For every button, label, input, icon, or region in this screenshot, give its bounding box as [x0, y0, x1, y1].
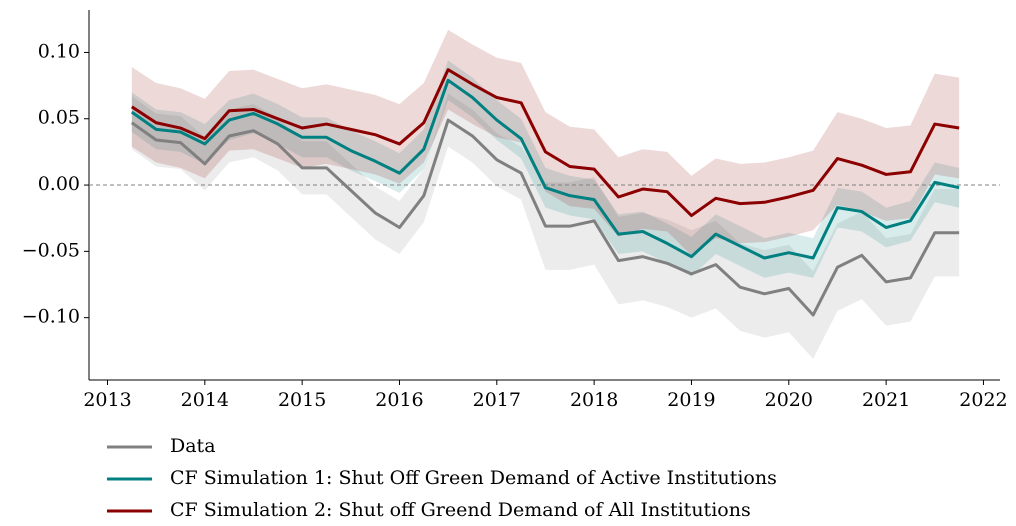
x-tick-label: 2014	[181, 389, 229, 411]
series-line	[130, 118, 960, 317]
legend-label: CF Simulation 1: Shut Off Green Demand o…	[170, 467, 777, 489]
y-tick-label: 0.05	[38, 107, 80, 129]
y-tick-label: −0.05	[22, 239, 80, 261]
x-tick-label: 2013	[83, 389, 131, 411]
x-tick-label: 2021	[862, 389, 910, 411]
confidence-band	[131, 60, 960, 278]
x-tick-label: 2022	[959, 389, 1007, 411]
x-tick-label: 2015	[278, 389, 326, 411]
x-tick-label: 2016	[375, 389, 423, 411]
y-tick-label: −0.10	[22, 306, 80, 328]
legend-label: CF Simulation 2: Shut off Greend Demand …	[170, 499, 751, 521]
x-tick-label: 2020	[765, 389, 813, 411]
series-line	[130, 78, 960, 260]
y-tick-label: 0.10	[38, 40, 80, 62]
legend-label: Data	[170, 435, 216, 457]
x-tick-label: 2017	[473, 389, 521, 411]
x-tick-label: 2018	[570, 389, 618, 411]
series-line	[131, 68, 960, 218]
confidence-band	[131, 29, 960, 256]
x-tick-label: 2019	[667, 389, 715, 411]
y-tick-label: 0.00	[38, 173, 80, 195]
